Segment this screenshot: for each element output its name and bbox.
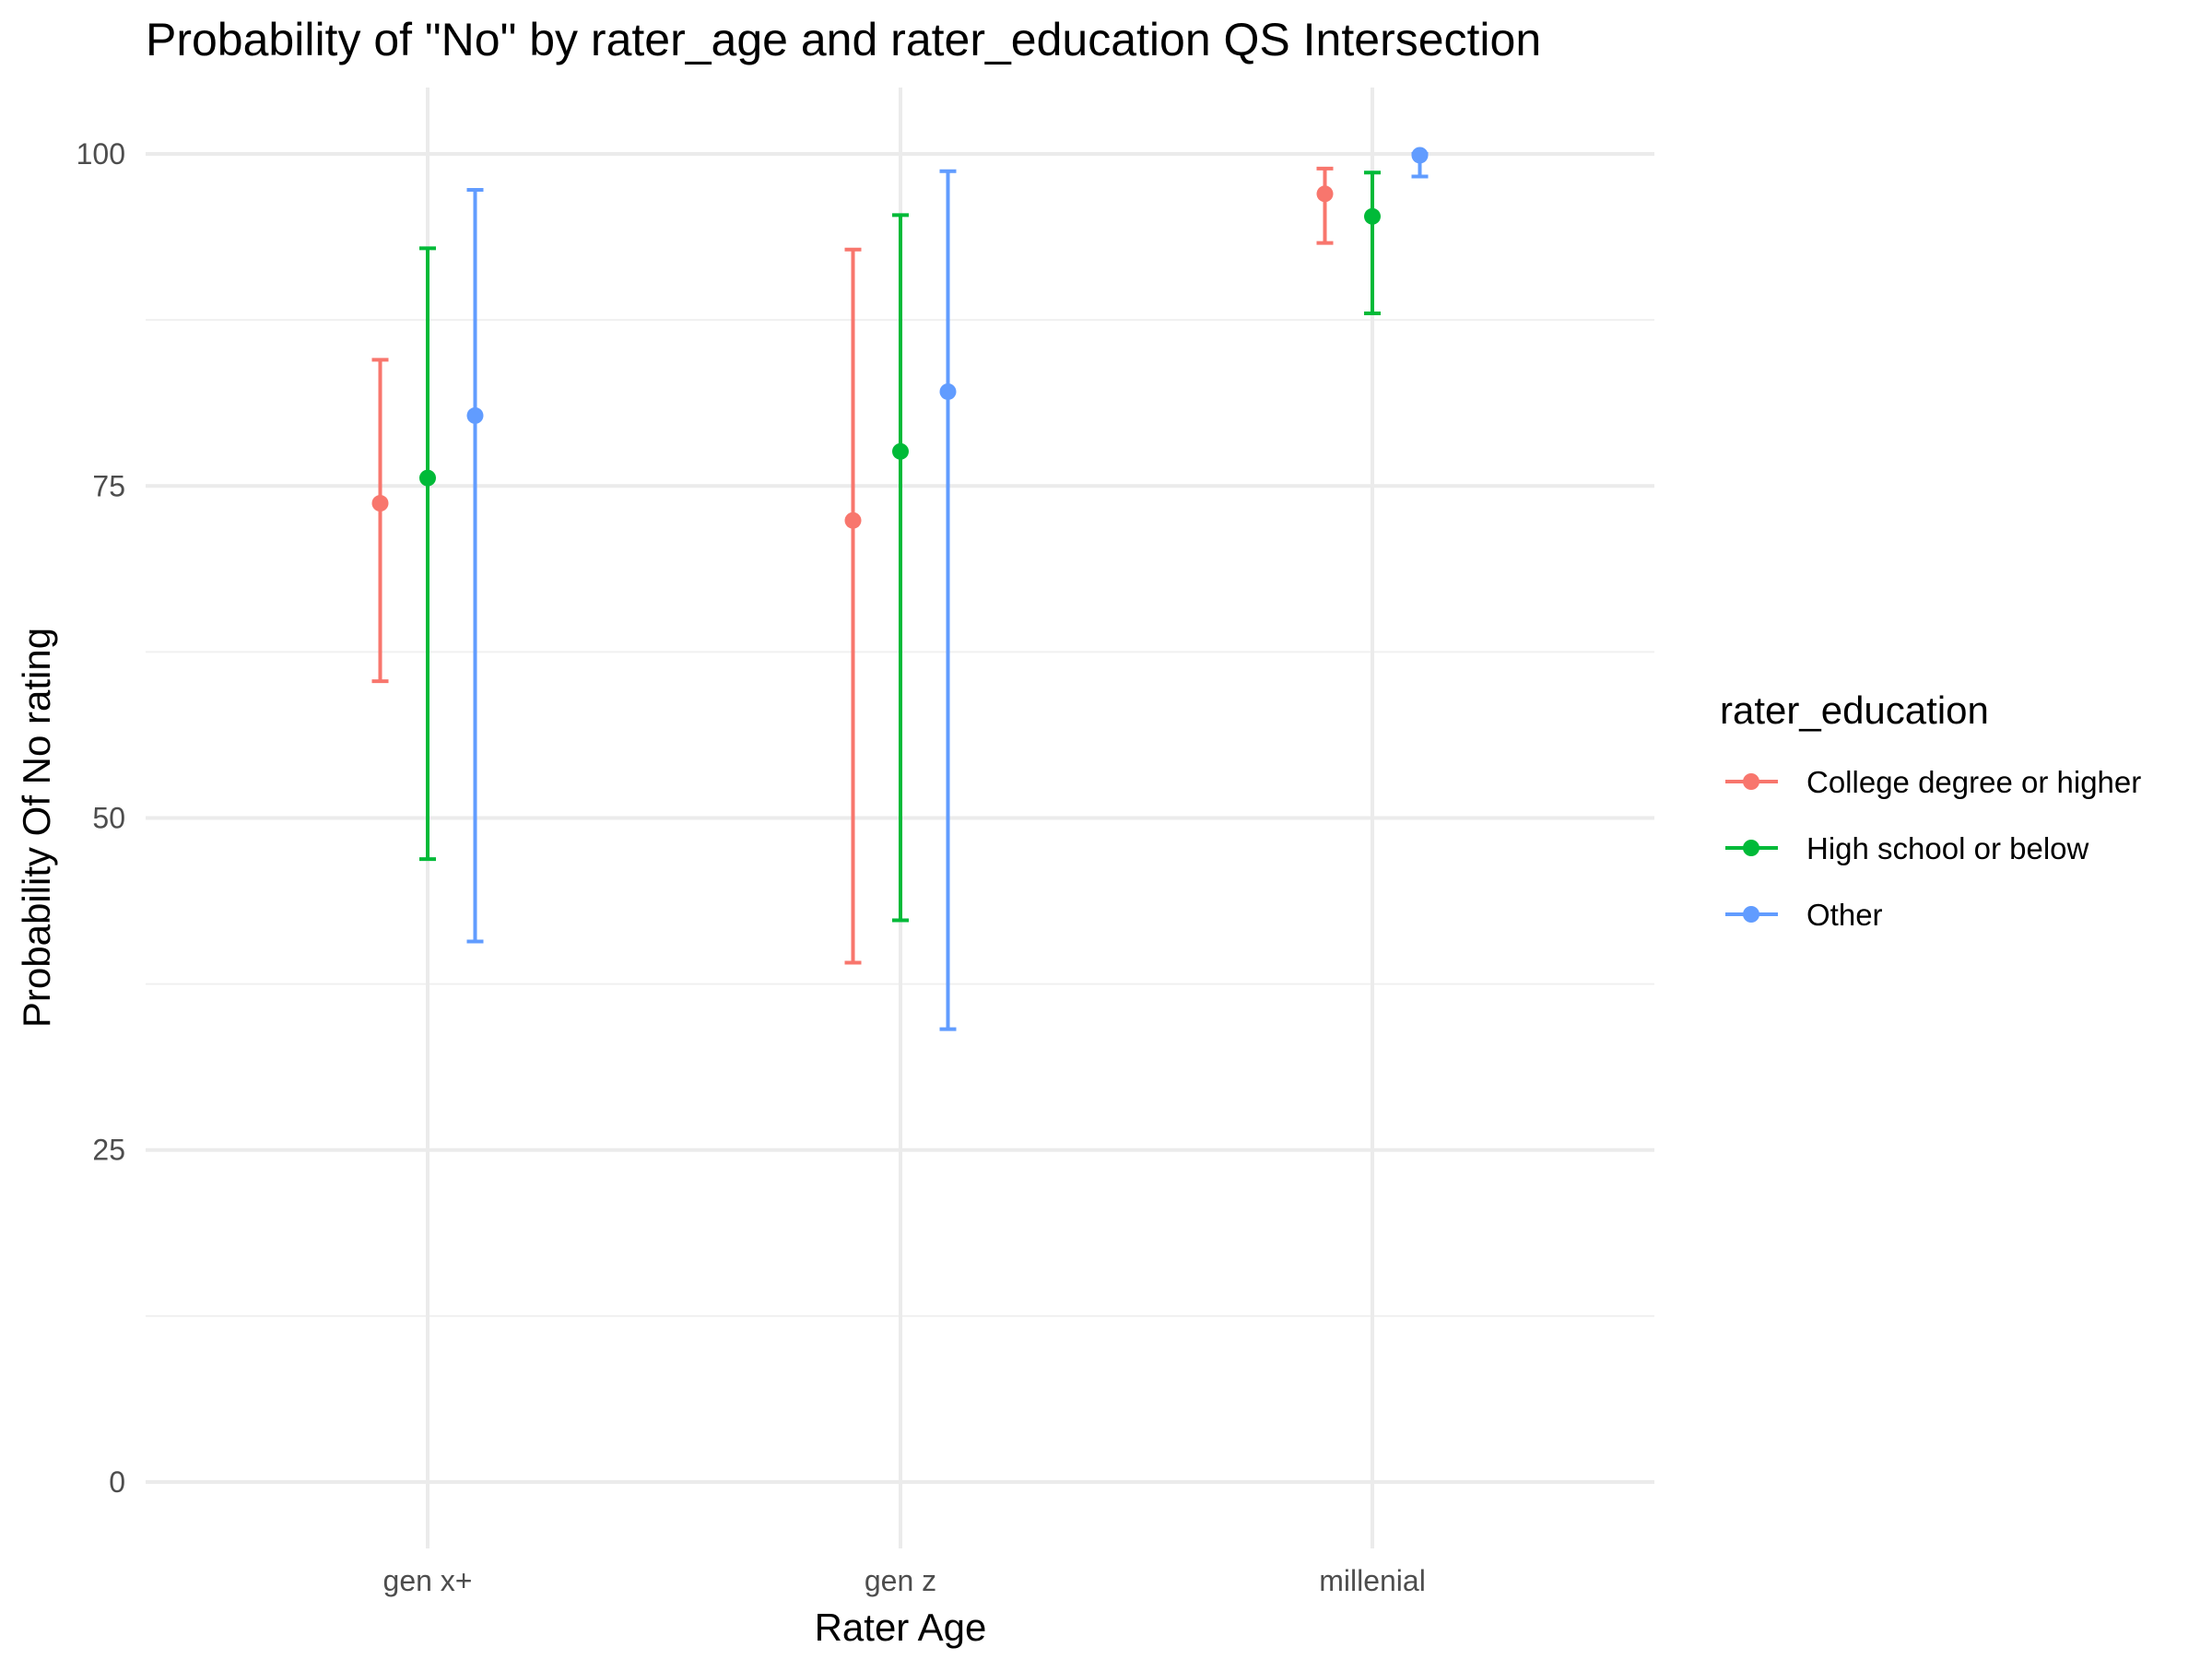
series-2 (466, 147, 1429, 1031)
x-axis-ticks: gen x+ gen z millenial (383, 1564, 1426, 1597)
x-axis-title: Rater Age (815, 1606, 987, 1649)
legend-label-2: Other (1806, 898, 1883, 932)
series-0 (371, 166, 1334, 965)
y-tick-label-2: 50 (92, 802, 125, 835)
point-0-2 (1316, 185, 1334, 203)
x-tick-label-0: gen x+ (383, 1564, 473, 1597)
point-1-2 (1364, 207, 1381, 225)
y-tick-label-1: 25 (92, 1134, 125, 1167)
legend-label-0: College degree or higher (1806, 765, 2141, 799)
chart-title: Probability of "No" by rater_age and rat… (146, 14, 1541, 65)
y-axis-title: Probability Of No rating (15, 628, 58, 1028)
y-axis-ticks: 0 25 50 75 100 (76, 137, 125, 1499)
y-tick-label-3: 75 (92, 469, 125, 502)
data-marks (371, 147, 1429, 1031)
point-1-1 (892, 442, 909, 460)
point-2-1 (939, 382, 957, 400)
y-tick-label-0: 0 (109, 1465, 125, 1499)
y-tick-label-4: 100 (76, 137, 125, 171)
legend-label-1: High school or below (1806, 831, 2088, 865)
series-1 (419, 171, 1381, 923)
point-0-1 (844, 512, 862, 529)
legend-key-point-2 (1743, 906, 1759, 923)
point-0-0 (371, 495, 389, 512)
legend: rater_education College degree or higher… (1720, 688, 2141, 932)
legend-key-point-1 (1743, 840, 1759, 856)
x-tick-label-2: millenial (1319, 1564, 1426, 1597)
point-1-0 (419, 469, 436, 487)
legend-key-point-0 (1743, 773, 1759, 790)
point-2-0 (466, 406, 484, 424)
point-2-2 (1411, 147, 1429, 164)
x-tick-label-1: gen z (865, 1564, 936, 1597)
legend-title: rater_education (1720, 688, 1989, 732)
